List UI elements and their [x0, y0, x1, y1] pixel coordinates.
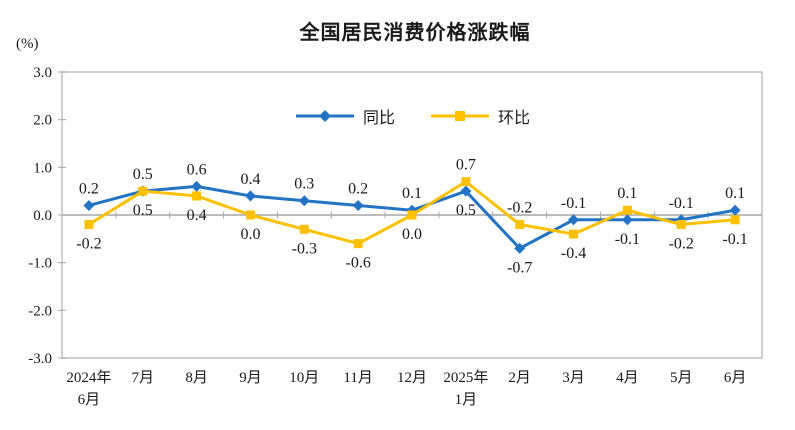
data-label: 0.5: [133, 166, 153, 183]
y-tick-label: -1.0: [28, 256, 52, 272]
data-label: -0.2: [507, 200, 532, 217]
data-point-marker-square: [515, 220, 525, 230]
data-label: 0.4: [187, 207, 207, 224]
data-label: -0.4: [561, 245, 586, 262]
data-point-marker-diamond: [83, 199, 95, 211]
data-point-marker-square: [245, 210, 255, 220]
x-tick-label: 11月: [343, 370, 372, 386]
y-tick-label: 1.0: [33, 160, 52, 176]
y-axis-unit-label: (%): [16, 36, 39, 52]
x-tick-label: 3月: [562, 370, 585, 386]
data-label: -0.2: [76, 236, 101, 253]
data-label: 0.5: [456, 202, 476, 219]
y-tick-label: 2.0: [33, 113, 52, 129]
data-label: 0.6: [187, 161, 207, 178]
data-point-marker-square: [461, 177, 471, 187]
data-label: 0.3: [294, 176, 314, 193]
data-point-marker-square: [138, 186, 148, 196]
data-label: -0.1: [669, 195, 694, 212]
data-point-marker-square: [84, 220, 94, 230]
data-point-marker-diamond: [729, 204, 741, 216]
y-tick-label: 0.0: [33, 208, 52, 224]
data-label: -0.1: [561, 195, 586, 212]
legend-item-yoy: 同比: [294, 104, 395, 128]
data-point-marker-square: [299, 224, 309, 234]
data-label: -0.7: [507, 259, 532, 276]
x-tick-label: 4月: [616, 370, 639, 386]
data-point-marker-square: [730, 215, 740, 225]
y-tick-label: 3.0: [33, 65, 52, 81]
x-tick-label: 8月: [185, 370, 208, 386]
data-point-marker-diamond: [244, 190, 256, 202]
data-label: 0.0: [240, 226, 260, 243]
data-point-marker-diamond: [352, 199, 364, 211]
data-point-marker-square: [407, 210, 417, 220]
mom-legend-label: 环比: [498, 108, 531, 127]
x-tick-label: 2024年 6月: [66, 369, 111, 408]
x-tick-label: 12月: [397, 370, 427, 386]
data-point-marker-square: [569, 229, 579, 239]
data-label: 0.2: [79, 180, 99, 197]
data-point-marker-diamond: [621, 214, 633, 226]
x-tick-label: 2025年 1月: [443, 369, 488, 408]
yoy-legend-label: 同比: [362, 108, 395, 127]
chart-title: 全国居民消费价格涨跌幅: [299, 20, 531, 44]
data-point-marker-square: [622, 205, 632, 215]
legend: 同比 环比: [62, 104, 762, 128]
data-point-marker-square: [353, 239, 363, 249]
data-label: 0.7: [456, 157, 476, 174]
y-tick-label: -2.0: [28, 303, 52, 319]
data-point-marker-diamond: [460, 185, 472, 197]
yoy-line-swatch-icon: [295, 110, 354, 122]
data-point-marker-diamond: [298, 195, 310, 207]
x-tick-label: 9月: [239, 370, 262, 386]
data-point-marker-diamond: [568, 214, 580, 226]
mom-line-swatch-icon: [431, 111, 489, 121]
data-label: -0.1: [615, 231, 640, 248]
data-point-marker-square: [192, 191, 202, 201]
legend-item-mom: 环比: [429, 104, 530, 128]
mom-square-marker-icon: [455, 111, 465, 121]
y-tick-label: -3.0: [28, 351, 52, 367]
x-tick-label: 6月: [724, 370, 747, 386]
x-tick-label: 2月: [508, 370, 531, 386]
data-point-marker-diamond: [514, 242, 526, 254]
data-label: 0.1: [617, 185, 637, 202]
yoy-diamond-marker-icon: [318, 110, 331, 122]
data-label: 0.2: [348, 180, 368, 197]
x-tick-label: 5月: [670, 370, 693, 386]
data-label: 0.1: [725, 185, 745, 202]
data-label: 0.1: [402, 185, 422, 202]
data-point-marker-square: [676, 220, 686, 230]
data-point-marker-diamond: [191, 180, 203, 192]
data-label: -0.2: [669, 236, 694, 253]
data-label: -0.1: [722, 231, 747, 248]
data-label: -0.3: [292, 240, 317, 257]
data-label: -0.6: [345, 255, 370, 272]
x-tick-label: 10月: [289, 370, 319, 386]
data-label: 0.5: [133, 202, 153, 219]
x-tick-label: 7月: [132, 370, 155, 386]
data-label: 0.4: [240, 171, 260, 188]
data-label: 0.0: [402, 226, 422, 243]
